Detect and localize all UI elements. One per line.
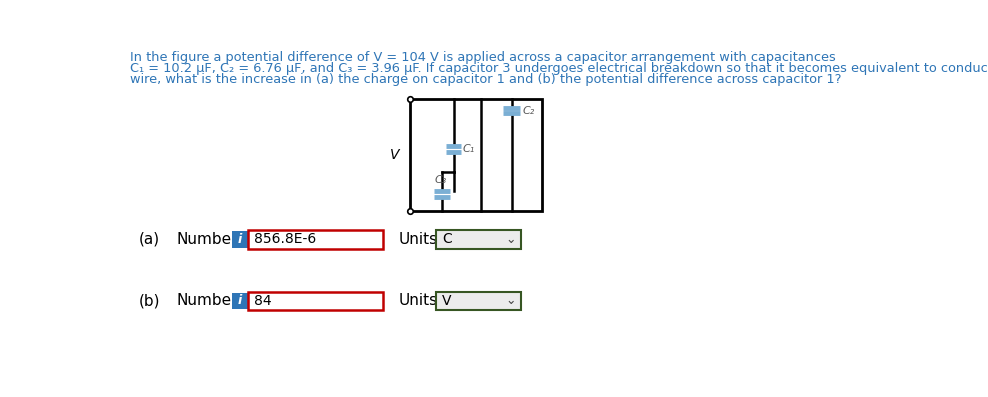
Text: V: V	[390, 148, 399, 162]
FancyBboxPatch shape	[436, 292, 521, 310]
Text: ⌄: ⌄	[505, 295, 516, 307]
Text: Units: Units	[398, 232, 438, 247]
FancyBboxPatch shape	[248, 292, 383, 310]
Text: C: C	[442, 232, 452, 247]
Bar	[410, 99, 542, 211]
Text: Number: Number	[176, 293, 238, 308]
Text: C₁: C₁	[462, 144, 475, 154]
Text: wire, what is the increase in (a) the charge on capacitor 1 and (b) the potentia: wire, what is the increase in (a) the ch…	[129, 73, 841, 86]
Text: i: i	[238, 233, 242, 246]
Text: In the figure a potential difference of V = 104 V is applied across a capacitor : In the figure a potential difference of …	[129, 51, 836, 64]
Text: Number: Number	[176, 232, 238, 247]
Text: (a): (a)	[139, 232, 160, 247]
Text: (b): (b)	[139, 293, 160, 308]
Text: C₁ = 10.2 μF, C₂ = 6.76 μF, and C₃ = 3.96 μF. If capacitor 3 undergoes electrica: C₁ = 10.2 μF, C₂ = 6.76 μF, and C₃ = 3.9…	[129, 62, 988, 75]
Text: C₃: C₃	[435, 175, 447, 185]
FancyBboxPatch shape	[248, 230, 383, 249]
Text: 856.8E-6: 856.8E-6	[254, 232, 316, 247]
Text: C₂: C₂	[523, 106, 535, 116]
Text: Units: Units	[398, 293, 438, 308]
FancyBboxPatch shape	[436, 230, 521, 249]
FancyBboxPatch shape	[232, 293, 248, 309]
Text: i: i	[238, 295, 242, 307]
Text: V: V	[442, 294, 452, 308]
Text: ⌄: ⌄	[505, 233, 516, 246]
Text: 84: 84	[254, 294, 272, 308]
FancyBboxPatch shape	[232, 231, 248, 248]
